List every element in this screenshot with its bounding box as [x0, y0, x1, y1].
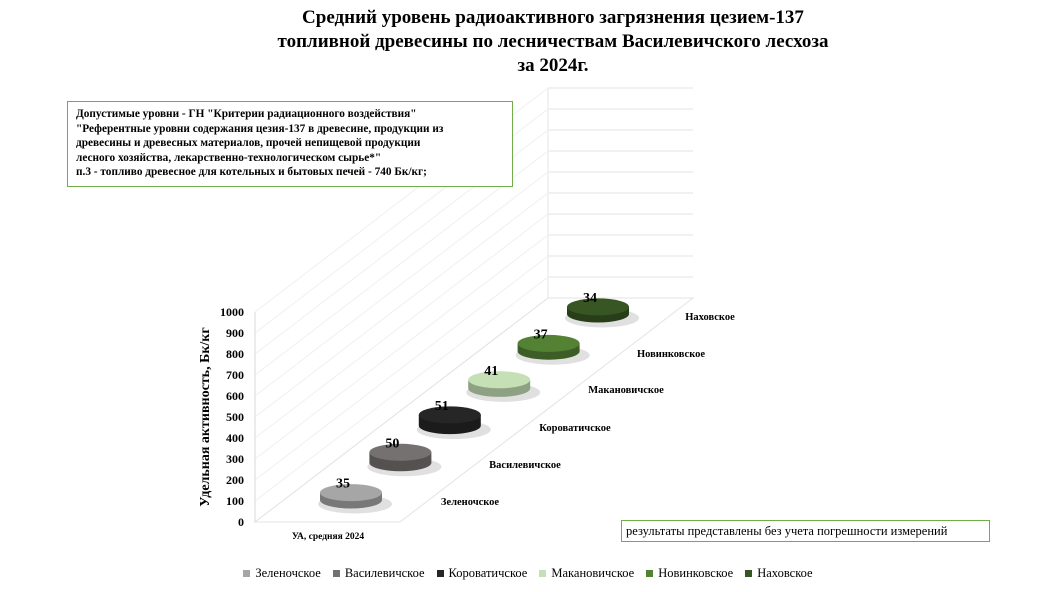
back-wall-gridlines — [548, 87, 693, 299]
legend-item: Макановичское — [539, 566, 634, 581]
side-gridline — [254, 150, 549, 376]
y-axis-title: Удельная активность, Бк/кг — [198, 327, 213, 506]
legend-item: Наховское — [745, 566, 813, 581]
legend-label: Зеленочское — [255, 566, 321, 580]
y-tick-label: 1000 — [220, 305, 244, 319]
y-tick-label: 600 — [226, 389, 244, 403]
bar — [318, 484, 392, 514]
bar — [416, 406, 491, 440]
legend-label: Наховское — [757, 566, 813, 580]
bar — [367, 443, 442, 477]
side-gridline — [254, 192, 549, 418]
data-label: 51 — [435, 399, 449, 414]
legend-label: Новинковское — [658, 566, 734, 580]
x-category-label: УА, средняя 2024 — [292, 532, 365, 542]
chart-legend: Зеленочское Василевичское Короватичское Мак… — [0, 566, 1056, 581]
permissible-levels-note: Допустимые уровни - ГН "Критерии радиаци… — [67, 101, 513, 187]
y-tick-label: 800 — [226, 347, 244, 361]
legend-label: Короватичское — [448, 566, 528, 580]
bar-top — [320, 484, 382, 502]
depth-axis-label: Короватичское — [539, 423, 611, 434]
data-label: 35 — [336, 477, 350, 492]
bar-top — [418, 406, 481, 424]
y-tick-label: 700 — [226, 368, 244, 382]
bar — [466, 371, 541, 402]
chart-title-line: топливной древесины по лесничествам Васи… — [277, 31, 829, 52]
side-gridline — [254, 234, 549, 460]
chart-floor — [253, 297, 695, 523]
bar-top — [369, 443, 432, 461]
note-line: п.3 - топливо древесное для котельных и … — [76, 166, 427, 179]
legend-swatch — [332, 570, 340, 577]
legend-swatch — [646, 570, 654, 577]
bar-top — [468, 371, 531, 389]
bar-top — [517, 334, 580, 352]
legend-item: Зеленочское — [243, 566, 321, 581]
depth-axis-label: Новинковское — [637, 349, 705, 360]
depth-axis-label: Василевичское — [489, 460, 561, 471]
data-label: 50 — [385, 436, 399, 451]
side-gridline — [254, 171, 549, 397]
legend-swatch — [745, 570, 753, 577]
chart-title: Средний уровень радиоактивного загрязнен… — [200, 6, 906, 78]
y-tick-label: 300 — [226, 452, 244, 466]
chart-title-line: за 2024г. — [517, 55, 589, 76]
bar — [565, 298, 639, 328]
side-gridline — [254, 213, 549, 439]
data-label: 37 — [534, 327, 548, 342]
data-label: 41 — [484, 364, 498, 379]
side-gridline — [254, 276, 549, 502]
data-label: 34 — [583, 291, 597, 306]
measurement-footnote: результаты представлены без учета погреш… — [621, 520, 990, 542]
depth-axis-label: Макановичское — [588, 385, 664, 396]
y-tick-label: 200 — [226, 473, 244, 487]
legend-item: Новинковское — [646, 566, 733, 581]
depth-axis-label: Зеленочское — [441, 497, 500, 508]
note-line: лесного хозяйства, лекарственно-технолог… — [76, 151, 382, 164]
note-line: Допустимые уровни - ГН "Критерии радиаци… — [76, 108, 417, 120]
bar-top — [567, 298, 629, 316]
note-line: древесины и древесных материалов, прочей… — [76, 137, 421, 150]
y-tick-label: 500 — [226, 410, 244, 424]
side-gridline — [254, 255, 549, 481]
depth-axis-label: Наховское — [685, 312, 735, 323]
note-line: "Референтные уровни содержания цезия-137… — [76, 122, 444, 135]
bar — [515, 334, 590, 365]
legend-item: Василевичское — [332, 566, 425, 581]
y-tick-label: 0 — [238, 515, 244, 529]
legend-label: Макановичское — [551, 566, 635, 580]
chart-title-line: Средний уровень радиоактивного загрязнен… — [302, 7, 804, 28]
y-tick-label: 100 — [226, 494, 244, 508]
y-tick-label: 400 — [226, 431, 244, 445]
legend-item: Короватичское — [436, 566, 528, 581]
legend-swatch — [243, 570, 251, 577]
y-tick-label: 900 — [226, 326, 244, 340]
legend-swatch — [539, 570, 547, 577]
legend-swatch — [436, 570, 444, 577]
legend-label: Василевичское — [344, 566, 425, 580]
